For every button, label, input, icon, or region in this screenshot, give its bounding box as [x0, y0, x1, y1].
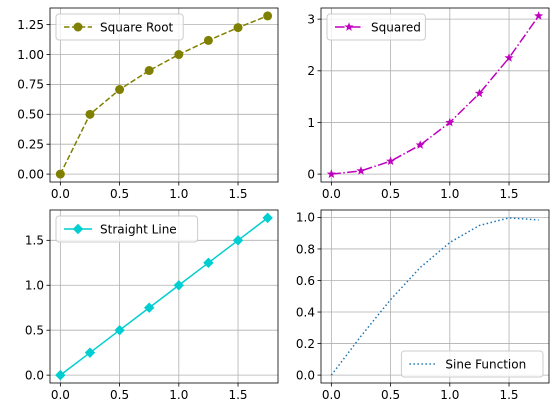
legend-box — [55, 215, 199, 243]
x-tick-label: 1.5 — [228, 388, 247, 402]
y-tick-label: 1.0 — [296, 211, 315, 225]
data-point — [203, 257, 214, 268]
data-point — [356, 166, 366, 175]
data-point — [203, 35, 213, 45]
data-point — [504, 53, 514, 62]
data-point — [445, 117, 455, 127]
data-point — [262, 212, 273, 224]
legend-marker — [344, 22, 354, 31]
data-point — [263, 11, 273, 21]
axes-frame — [49, 209, 279, 384]
legend-marker — [72, 223, 84, 235]
y-tick-label: 0.2 — [296, 337, 315, 351]
y-tick-label: 1.25 — [17, 18, 44, 32]
data-point — [85, 109, 95, 119]
y-tick-label: 1.5 — [25, 234, 44, 248]
data-point — [173, 280, 185, 291]
x-tick-label: 1.0 — [440, 187, 459, 201]
subplot-sine-function: 0.0 0.5 1.0 1.5 0.0 0.2 0.4 0.6 0.8 1.0 Sine Funct… — [296, 209, 550, 402]
data-point — [174, 50, 184, 60]
axis-ticks: 0.0 0.5 1.0 1.5 0 1 2 3 — [307, 12, 518, 201]
x-tick-label: 1.5 — [228, 187, 247, 201]
y-tick-label: 0.5 — [25, 324, 44, 338]
y-tick-label: 0 — [307, 167, 315, 181]
x-tick-label: 1.5 — [499, 187, 518, 201]
axis-ticks: 0.0 0.5 1.0 1.5 0.00 0.25 0.50 0.75 1.00 1.25 — [17, 18, 247, 201]
series-line-squared — [331, 15, 540, 175]
y-tick-label: 0.00 — [17, 167, 44, 181]
data-markers — [326, 11, 544, 178]
x-tick-label: 0.5 — [381, 187, 400, 201]
legend-label: Squared — [371, 20, 421, 34]
x-tick-label: 0.0 — [322, 388, 341, 402]
legend: Straight Line — [55, 215, 199, 243]
axes-frame — [49, 7, 279, 183]
y-tick-label: 3 — [307, 12, 315, 26]
data-markers — [55, 212, 273, 381]
y-tick-label: 1 — [307, 116, 315, 130]
series-line-square-root — [59, 15, 268, 175]
legend: Sine Function — [400, 350, 544, 378]
legend: Square Root — [55, 13, 184, 41]
data-point — [84, 347, 96, 358]
x-tick-label: 0.5 — [110, 187, 129, 201]
axes-frame — [320, 7, 550, 183]
data-point — [115, 85, 125, 95]
subplot-squared: 0.0 0.5 1.0 1.5 0 1 2 3 Squared — [307, 7, 550, 201]
x-tick-label: 0.0 — [322, 187, 341, 201]
x-tick-label: 0.5 — [381, 388, 400, 402]
data-point — [534, 11, 544, 20]
legend-box — [326, 13, 426, 41]
legend-box — [400, 350, 544, 378]
x-tick-label: 1.0 — [169, 388, 188, 402]
x-tick-label: 1.5 — [499, 388, 518, 402]
subplot-square-root: 0.0 0.5 1.0 1.5 0.00 0.25 0.50 0.75 1.00 1.25 Squa… — [17, 7, 279, 201]
x-tick-label: 0.5 — [110, 388, 129, 402]
series-line-straight-line — [59, 217, 269, 376]
y-tick-label: 0.6 — [296, 274, 315, 288]
data-point — [232, 235, 244, 246]
x-tick-label: 0.0 — [51, 388, 70, 402]
legend-label: Sine Function — [445, 357, 526, 371]
data-point — [143, 302, 155, 313]
legend-label: Square Root — [100, 20, 174, 34]
y-tick-label: 0.50 — [17, 108, 44, 122]
x-tick-label: 1.0 — [440, 388, 459, 402]
data-point — [326, 169, 336, 178]
data-markers — [55, 11, 273, 179]
legend: Squared — [326, 13, 426, 41]
legend-label: Straight Line — [100, 222, 177, 236]
y-tick-label: 1.00 — [17, 48, 44, 62]
y-tick-label: 0.75 — [17, 78, 44, 92]
subplot-straight-line: 0.0 0.5 1.0 1.5 0.0 0.5 1.0 1.5 Straight Line — [25, 209, 279, 402]
axes-frame — [320, 209, 550, 384]
series-line-sine-function — [330, 217, 539, 376]
x-tick-label: 0.0 — [51, 187, 70, 201]
y-tick-label: 0.25 — [17, 138, 44, 152]
y-tick-label: 0.4 — [296, 305, 315, 319]
y-tick-label: 2 — [307, 64, 315, 78]
legend-marker — [73, 22, 83, 32]
data-point — [55, 169, 65, 179]
data-point — [415, 140, 425, 149]
data-point — [55, 369, 66, 381]
data-point — [114, 325, 125, 336]
y-tick-label: 0.0 — [296, 368, 315, 382]
legend-box — [55, 13, 184, 41]
data-point — [386, 156, 396, 166]
axis-ticks: 0.0 0.5 1.0 1.5 0.0 0.5 1.0 1.5 — [25, 234, 248, 402]
data-point — [474, 88, 484, 98]
y-tick-label: 1.0 — [25, 279, 44, 293]
x-tick-label: 1.0 — [169, 187, 188, 201]
data-point — [233, 23, 243, 33]
y-tick-label: 0.0 — [25, 368, 44, 382]
axis-ticks: 0.0 0.5 1.0 1.5 0.0 0.2 0.4 0.6 0.8 1.0 — [296, 211, 519, 402]
data-point — [144, 66, 154, 76]
y-tick-label: 0.8 — [296, 242, 315, 256]
